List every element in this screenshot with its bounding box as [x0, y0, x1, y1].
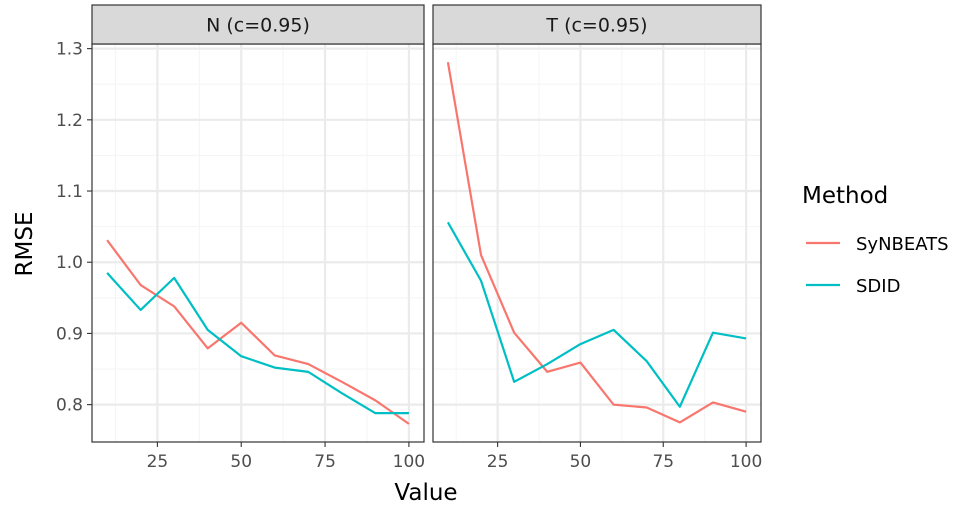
panel-background [433, 44, 761, 442]
panel-background [92, 44, 424, 442]
y-tick-label: 1.3 [56, 40, 83, 60]
x-axis-ticks: 25 50 75 100 [147, 442, 425, 472]
legend-entry-synbeats: SyNBEATS [806, 234, 949, 255]
y-tick-label: 0.8 [56, 396, 83, 416]
legend: Method SyNBEATS SDID [802, 183, 949, 297]
facet-strip [432, 4, 762, 45]
x-axis-title: Value [394, 480, 457, 506]
y-axis-title: RMSE [12, 212, 38, 277]
legend-entry-sdid: SDID [806, 276, 900, 297]
legend-label: SyNBEATS [856, 234, 949, 255]
facet-strip-label: T (c=0.95) [545, 15, 647, 37]
panel-1: N (c=0.95) 25 50 75 100 [91, 4, 425, 472]
y-axis-ticks: 0.8 0.9 1.0 1.1 1.2 1.3 [56, 40, 92, 416]
panel-2: T (c=0.95) 25 50 75 100 [432, 4, 762, 472]
x-tick-label: 25 [147, 452, 169, 472]
panels-layer: N (c=0.95) 25 50 75 100 T (c=0.95) 25 50 75 100 [91, 4, 762, 472]
y-tick-label: 1.0 [56, 253, 83, 273]
facet-strip-label: N (c=0.95) [206, 15, 310, 37]
y-tick-label: 1.1 [56, 182, 83, 202]
x-tick-label: 75 [314, 452, 336, 472]
series-line-synbeats [106, 239, 410, 425]
facet-strip [91, 4, 425, 45]
series-line-sdid [446, 221, 747, 408]
legend-label: SDID [856, 276, 900, 297]
x-tick-label: 75 [652, 452, 674, 472]
series-line-sdid [106, 272, 409, 415]
legend-title: Method [802, 183, 888, 209]
series-line-synbeats [446, 61, 747, 424]
y-tick-label: 0.9 [56, 324, 83, 344]
x-axis-ticks: 25 50 75 100 [487, 442, 762, 472]
x-tick-label: 50 [230, 452, 252, 472]
x-tick-label: 50 [570, 452, 592, 472]
x-tick-label: 100 [393, 452, 425, 472]
grid-lines [92, 44, 424, 442]
y-tick-label: 1.2 [56, 111, 83, 131]
x-tick-label: 25 [487, 452, 509, 472]
x-tick-label: 100 [730, 452, 762, 472]
